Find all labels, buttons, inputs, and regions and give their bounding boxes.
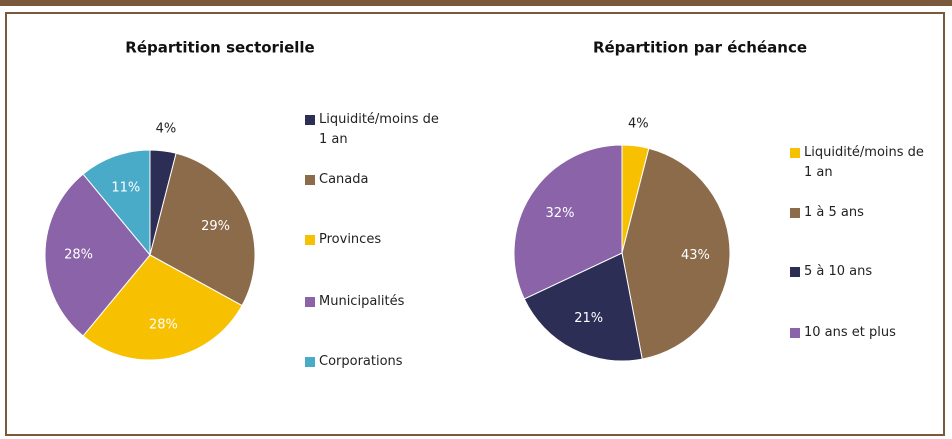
- legend-label: 10 ans et plus: [804, 325, 896, 340]
- legend-swatch: [305, 175, 315, 185]
- legend-label: Canada: [319, 172, 369, 187]
- legend-swatch: [305, 357, 315, 367]
- legend-swatch: [790, 208, 800, 218]
- data-label: 28%: [64, 248, 93, 263]
- legend-swatch: [305, 115, 315, 125]
- legend-swatch: [305, 235, 315, 245]
- legend-label: Liquidité/moins de 1 an: [804, 145, 924, 180]
- legend-item: Liquidité/moins de 1 an: [790, 143, 929, 183]
- legend-swatch: [790, 148, 800, 158]
- legend-item: Municipalités: [305, 292, 444, 312]
- pie-slice: [621, 147, 731, 360]
- chart-title: Répartition sectorielle: [125, 39, 314, 57]
- pie-slice: [82, 254, 243, 361]
- data-label: 28%: [149, 318, 178, 333]
- legend-item: 5 à 10 ans: [790, 262, 929, 282]
- data-label: 4%: [628, 117, 649, 132]
- pie-slice: [82, 149, 151, 257]
- legend-label: Liquidité/moins de 1 an: [319, 112, 439, 147]
- data-label: 11%: [111, 180, 140, 195]
- legend-swatch: [305, 297, 315, 307]
- top-bar: [0, 0, 952, 6]
- pie-slice: [523, 252, 643, 362]
- legend-label: 1 à 5 ans: [804, 205, 864, 220]
- data-label: 29%: [201, 219, 230, 234]
- legend-label: Corporations: [319, 354, 403, 369]
- legend-item: Liquidité/moins de 1 an: [305, 110, 444, 150]
- data-label: 4%: [156, 122, 177, 137]
- data-label: 21%: [574, 311, 603, 326]
- legend-item: 1 à 5 ans: [790, 203, 929, 223]
- data-label: 32%: [546, 206, 575, 221]
- pie-slice: [44, 173, 151, 337]
- pie-slice: [513, 144, 623, 300]
- legend-item: 10 ans et plus: [790, 323, 929, 343]
- legend-swatch: [790, 328, 800, 338]
- legend-swatch: [790, 267, 800, 277]
- legend-item: Corporations: [305, 352, 444, 372]
- legend-label: 5 à 10 ans: [804, 264, 873, 279]
- legend-item: Canada: [305, 170, 444, 190]
- legend-label: Municipalités: [319, 294, 405, 309]
- legend-label: Provinces: [319, 232, 382, 247]
- pie-slice: [149, 152, 256, 307]
- data-label: 43%: [681, 248, 710, 263]
- legend-item: Provinces: [305, 230, 444, 250]
- chart-title: Répartition par échéance: [593, 39, 807, 57]
- frame: [5, 12, 945, 436]
